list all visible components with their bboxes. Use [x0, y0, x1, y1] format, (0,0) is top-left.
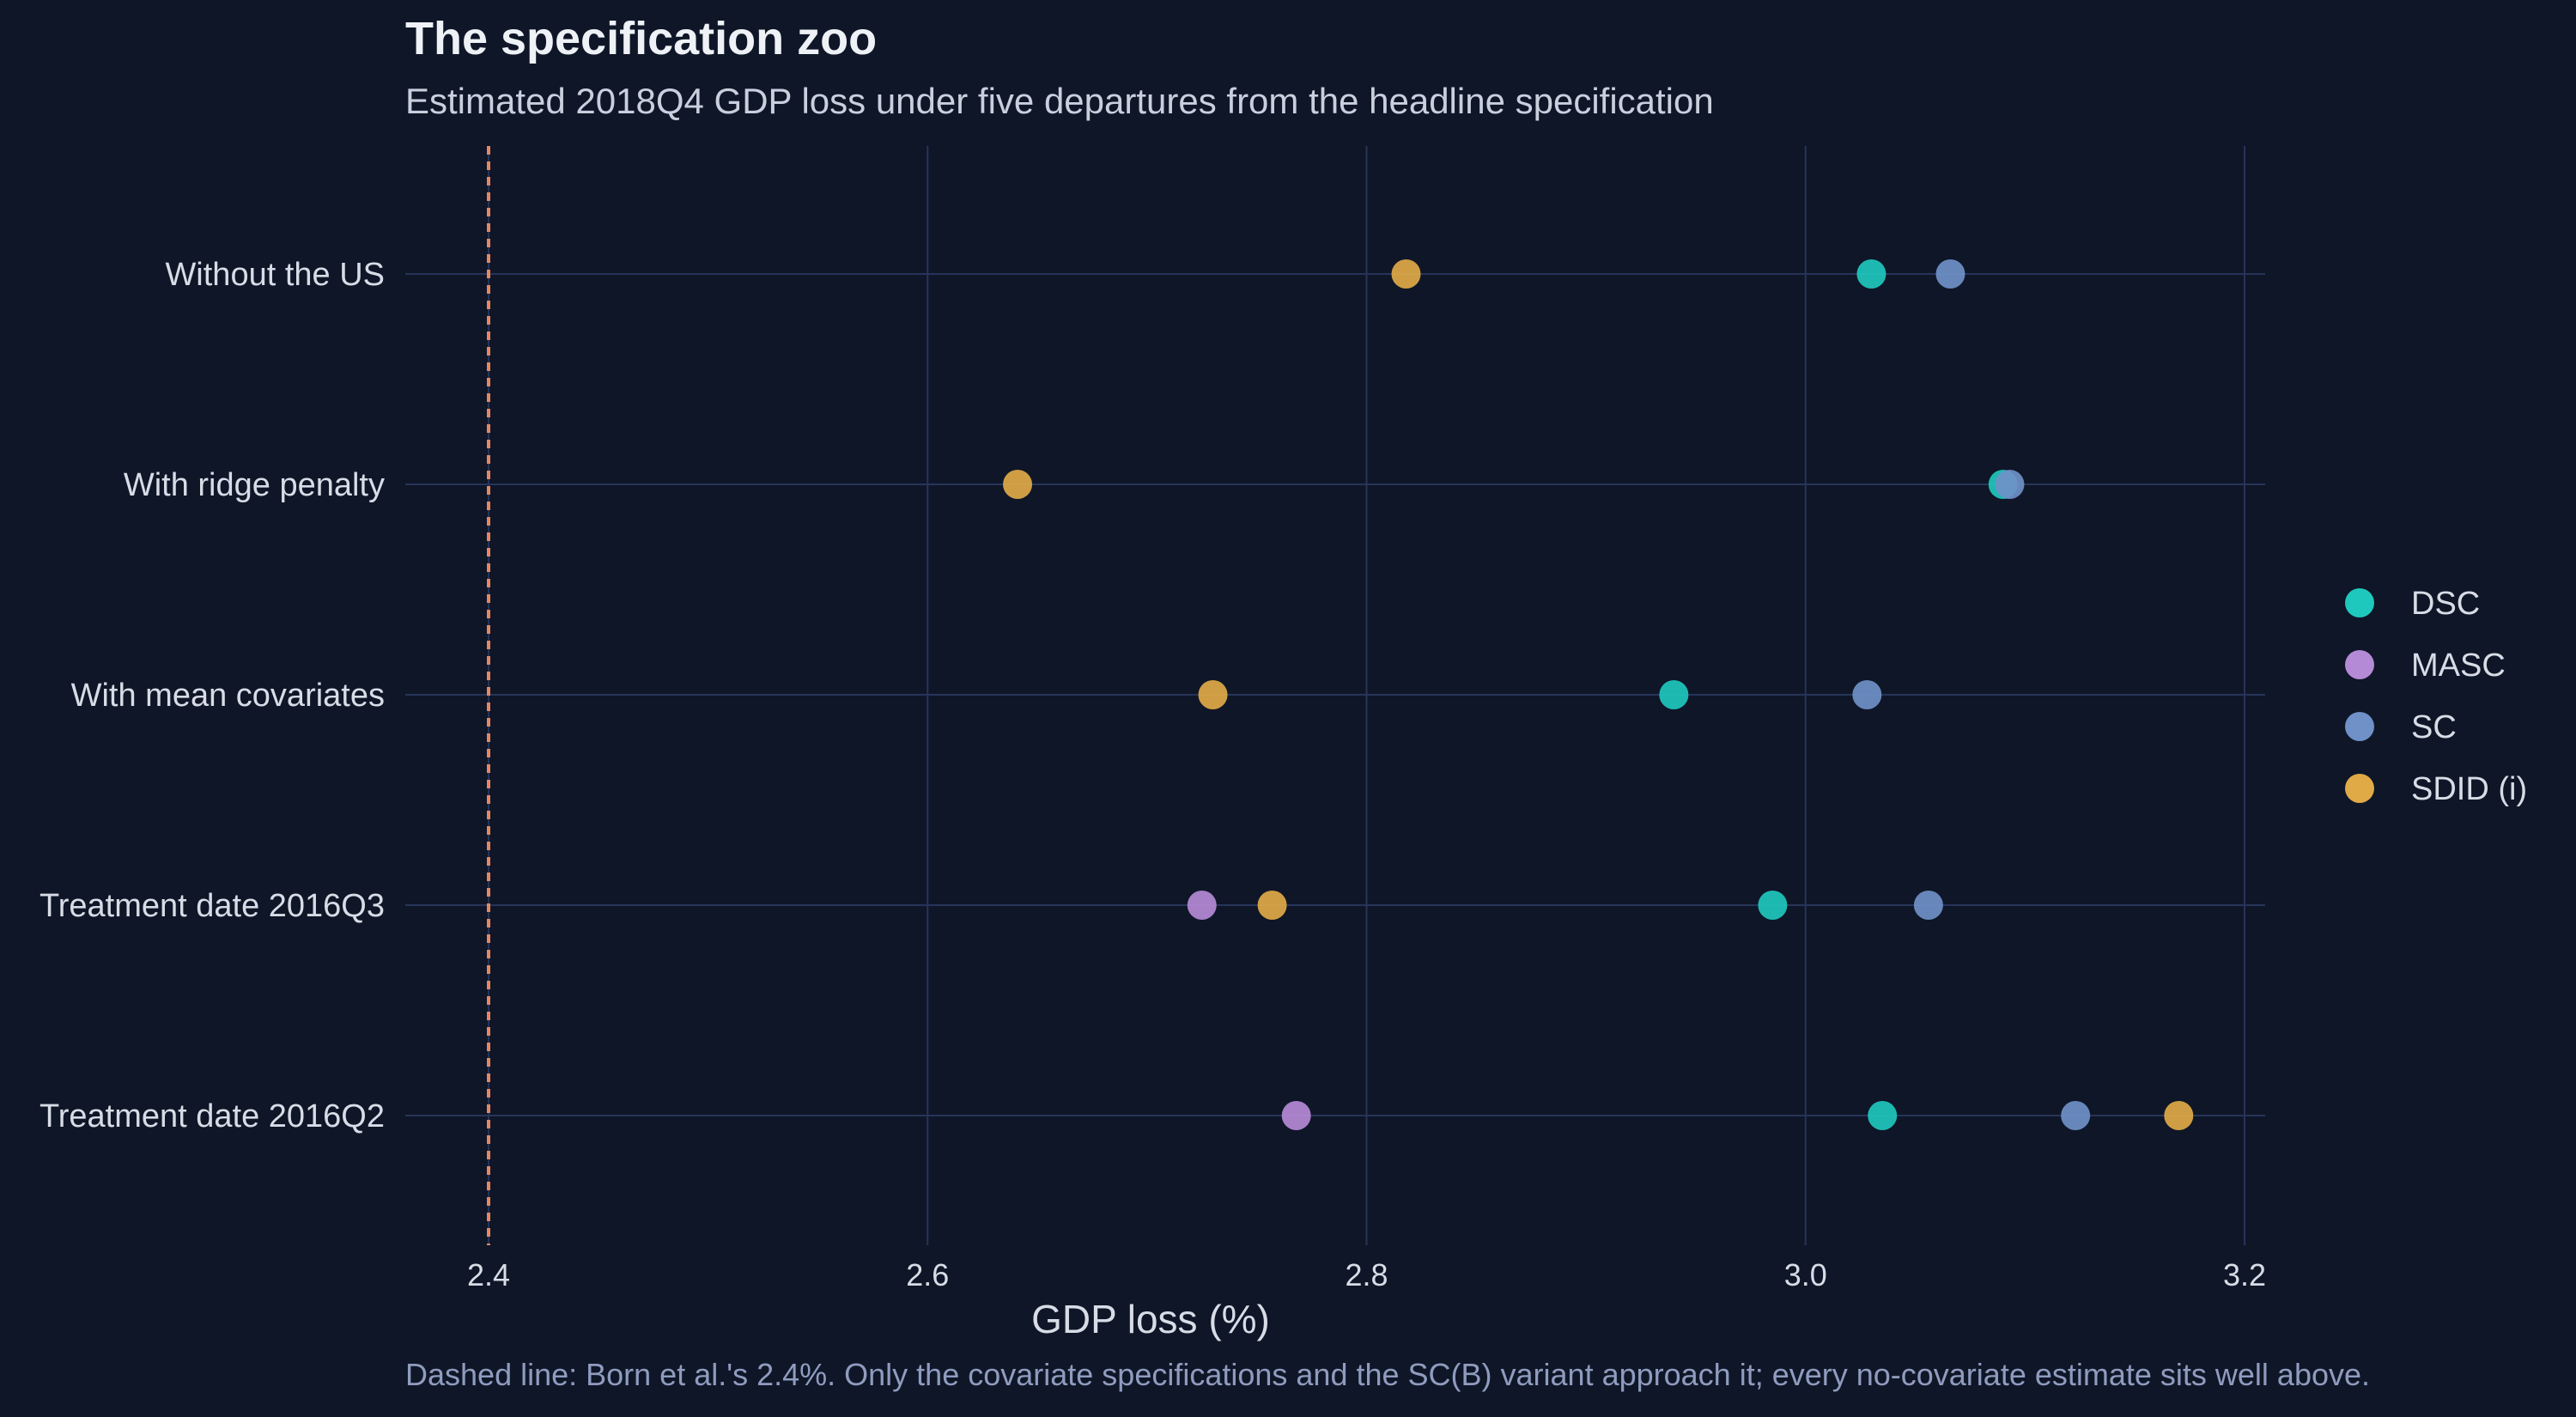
x-tick-label: 2.6	[906, 1257, 949, 1292]
data-point-masc	[1187, 891, 1217, 920]
legend-label: SDID (i)	[2411, 771, 2527, 807]
chart-title: The specification zoo	[405, 13, 878, 64]
grid-lines	[405, 146, 2265, 1245]
data-point-masc	[1281, 1101, 1311, 1130]
y-tick-label: With ridge penalty	[124, 467, 385, 503]
data-point-sdid-i	[2164, 1101, 2194, 1130]
data-point-dsc	[1758, 891, 1788, 920]
chart-caption: Dashed line: Born et al.'s 2.4%. Only th…	[405, 1357, 2371, 1392]
legend: DSC MASC SC SDID (i)	[2345, 586, 2527, 807]
legend-label: SC	[2411, 709, 2457, 745]
data-point-dsc	[1856, 259, 1886, 289]
x-tick-label: 3.0	[1784, 1257, 1827, 1292]
y-axis-labels: Without the US With ridge penalty With mea…	[39, 257, 385, 1134]
chart-subtitle: Estimated 2018Q4 GDP loss under five dep…	[405, 81, 1714, 121]
data-point-dsc	[1659, 680, 1689, 709]
data-points	[1003, 259, 2194, 1130]
data-point-dsc	[1868, 1101, 1898, 1130]
y-tick-label: Treatment date 2016Q3	[39, 888, 385, 924]
legend-label: MASC	[2411, 648, 2506, 684]
data-point-sdid-i	[1257, 891, 1287, 920]
data-point-sc	[1913, 891, 1943, 920]
legend-swatch	[2345, 774, 2374, 803]
data-point-sc	[1852, 680, 1882, 709]
x-tick-label: 2.4	[467, 1257, 510, 1292]
x-axis-title: GDP loss (%)	[1031, 1297, 1270, 1341]
y-tick-label: Without the US	[165, 257, 385, 293]
x-tick-label: 2.8	[1345, 1257, 1388, 1292]
data-point-sdid-i	[1391, 259, 1421, 289]
legend-swatch	[2345, 588, 2374, 617]
x-axis-labels: 2.4 2.6 2.8 3.0 3.2	[467, 1257, 2266, 1292]
x-tick-label: 3.2	[2223, 1257, 2266, 1292]
data-point-sdid-i	[1003, 470, 1033, 499]
legend-swatch	[2345, 650, 2374, 679]
y-tick-label: Treatment date 2016Q2	[39, 1098, 385, 1134]
legend-label: DSC	[2411, 586, 2480, 622]
data-point-sdid-i	[1198, 680, 1228, 709]
data-point-sc	[1935, 259, 1965, 289]
data-point-sc	[2061, 1101, 2091, 1130]
legend-swatch	[2345, 712, 2374, 741]
y-tick-label: With mean covariates	[71, 678, 385, 714]
data-point-sc	[1995, 470, 2025, 499]
